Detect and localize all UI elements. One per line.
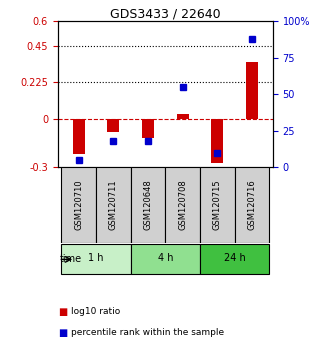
FancyBboxPatch shape bbox=[235, 167, 269, 243]
Bar bbox=[246, 62, 258, 119]
Text: GSM120715: GSM120715 bbox=[213, 180, 222, 230]
Text: 24 h: 24 h bbox=[224, 253, 246, 263]
Text: time: time bbox=[59, 255, 82, 264]
Text: log10 ratio: log10 ratio bbox=[71, 307, 120, 316]
Bar bbox=[142, 119, 154, 138]
FancyBboxPatch shape bbox=[131, 167, 165, 243]
Text: 4 h: 4 h bbox=[158, 253, 173, 263]
FancyBboxPatch shape bbox=[61, 244, 131, 274]
Bar bbox=[73, 119, 85, 154]
Bar bbox=[177, 114, 189, 119]
Text: GSM120648: GSM120648 bbox=[143, 180, 152, 230]
Text: GSM120716: GSM120716 bbox=[247, 180, 256, 230]
Bar bbox=[107, 119, 119, 132]
FancyBboxPatch shape bbox=[61, 167, 96, 243]
FancyBboxPatch shape bbox=[131, 244, 200, 274]
FancyBboxPatch shape bbox=[200, 244, 269, 274]
FancyBboxPatch shape bbox=[165, 167, 200, 243]
Title: GDS3433 / 22640: GDS3433 / 22640 bbox=[110, 7, 221, 20]
Text: ■: ■ bbox=[58, 328, 67, 338]
Text: 1 h: 1 h bbox=[88, 253, 104, 263]
FancyBboxPatch shape bbox=[200, 167, 235, 243]
FancyBboxPatch shape bbox=[96, 167, 131, 243]
Text: GSM120711: GSM120711 bbox=[109, 180, 118, 230]
Text: GSM120710: GSM120710 bbox=[74, 180, 83, 230]
Text: GSM120708: GSM120708 bbox=[178, 180, 187, 230]
Text: percentile rank within the sample: percentile rank within the sample bbox=[71, 328, 224, 337]
Text: ■: ■ bbox=[58, 307, 67, 316]
Bar bbox=[211, 119, 223, 162]
